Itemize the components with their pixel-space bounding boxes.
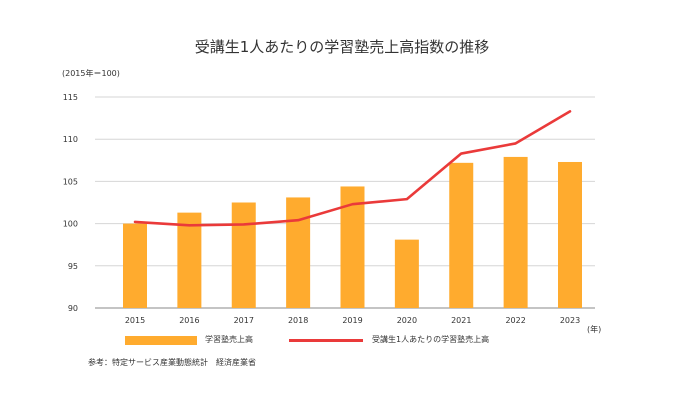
bar <box>558 161 582 308</box>
chart-title: 受講生1人あたりの学習塾売上高指数の推移 <box>194 38 490 56</box>
x-tick-label: 2020 <box>397 316 417 325</box>
x-tick-label: 2016 <box>179 316 199 325</box>
y-tick-label: 90 <box>68 304 78 313</box>
bar <box>394 239 419 308</box>
bar <box>123 223 147 308</box>
y-tick-label: 110 <box>63 135 78 144</box>
y-tick-label: 115 <box>63 93 78 102</box>
y-tick-label: 105 <box>63 177 78 186</box>
bar <box>231 202 256 308</box>
x-tick-label: 2021 <box>451 316 471 325</box>
legend-swatch-line <box>289 339 363 342</box>
y-tick-label: 100 <box>63 220 78 229</box>
legend-swatch-bar <box>125 336 197 345</box>
bar <box>286 197 311 308</box>
line-series <box>133 110 572 227</box>
x-tick-label: 2019 <box>342 316 362 325</box>
x-tick-label: 2018 <box>288 316 308 325</box>
legend-label-bar: 学習塾売上高 <box>205 335 253 344</box>
legend-label-line: 受講生1人あたりの学習塾売上高 <box>372 335 490 344</box>
bar <box>503 156 528 308</box>
x-tick-label: 2022 <box>505 316 525 325</box>
bar <box>177 212 202 308</box>
x-tick-label: 2017 <box>234 316 254 325</box>
y-tick-label: 95 <box>68 262 78 271</box>
bar <box>449 162 474 308</box>
x-axis-unit-note: (年) <box>587 325 602 334</box>
x-tick-label: 2023 <box>560 316 580 325</box>
source-note: 参考：特定サービス産業動態統計 経済産業省 <box>88 358 256 367</box>
y-axis-unit-note: (2015年＝100) <box>62 69 120 78</box>
x-tick-label: 2015 <box>125 316 145 325</box>
